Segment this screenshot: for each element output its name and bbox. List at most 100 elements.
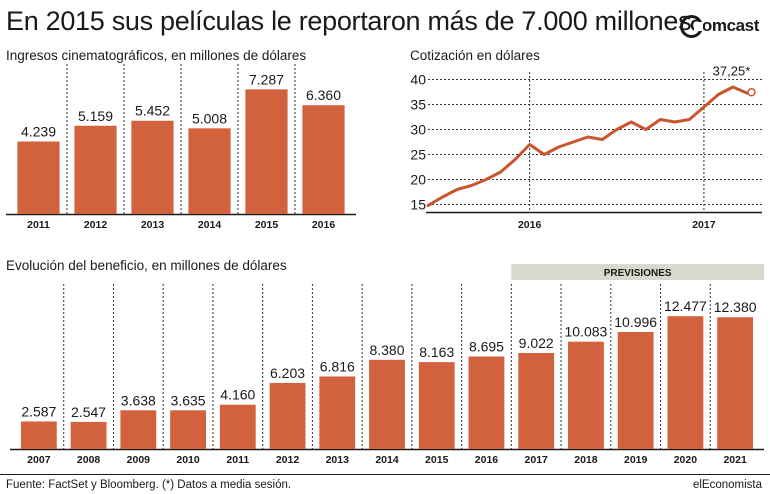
data-point	[688, 118, 691, 121]
data-point	[702, 105, 706, 109]
revenue-chart-title: Ingresos cinematográficos, en millones d…	[6, 48, 307, 63]
bar	[319, 376, 356, 449]
value-label: 7.287	[249, 71, 284, 87]
comcast-logo: Comcast	[680, 12, 759, 40]
data-point	[513, 158, 517, 161]
data-point	[673, 120, 677, 124]
x-tick-label: 2020	[674, 454, 698, 466]
value-label: 10.996	[614, 314, 657, 330]
x-tick-label: 2011	[27, 219, 50, 231]
data-point	[484, 178, 488, 181]
value-label: 8.695	[469, 338, 504, 354]
x-tick-label: 2011	[226, 454, 249, 466]
forecast-band	[511, 264, 764, 280]
x-tick-label: 2010	[176, 454, 200, 466]
x-tick-label: 2015	[425, 454, 449, 466]
data-point	[601, 138, 604, 141]
value-label: 6.360	[306, 87, 341, 103]
value-label: 8.163	[419, 344, 454, 360]
data-point	[455, 188, 459, 191]
bar	[17, 141, 60, 214]
x-tick-label: 2017	[692, 219, 716, 231]
bar	[170, 410, 206, 449]
chart-title: En 2015 sus películas le reportaron más …	[6, 6, 692, 36]
data-point	[586, 135, 589, 139]
bar	[219, 404, 256, 449]
x-tick-label: 2016	[518, 219, 542, 231]
data-point	[717, 93, 720, 96]
bar	[617, 331, 654, 449]
x-tick-label: 2015	[255, 219, 279, 231]
y-tick-label: 35	[410, 97, 426, 113]
last-value-marker	[747, 88, 756, 97]
value-label: 10.083	[565, 324, 608, 340]
value-label: 2.587	[21, 403, 56, 419]
y-tick-label: 25	[410, 147, 426, 163]
bar	[418, 362, 455, 449]
data-point	[426, 204, 430, 207]
x-tick-label: 2016	[312, 219, 336, 231]
bar	[468, 356, 505, 449]
bar	[120, 410, 157, 449]
source-note: Fuente: FactSet y Bloomberg. (*) Datos a…	[6, 479, 292, 491]
bar	[302, 105, 345, 214]
bar	[20, 421, 57, 449]
bar	[518, 352, 555, 449]
data-point	[499, 170, 502, 174]
stock-line-chart: 15 20 25 30 35 40 2016 2017 37,25*	[410, 64, 762, 231]
data-point	[542, 153, 546, 156]
bar	[74, 125, 117, 214]
bar	[568, 341, 604, 449]
bar	[667, 316, 704, 449]
data-point	[659, 118, 662, 121]
x-tick-label: 2012	[84, 219, 108, 231]
data-point	[731, 85, 735, 89]
bar	[70, 421, 107, 449]
x-tick-label: 2019	[624, 454, 648, 466]
value-label: 5.452	[135, 103, 170, 119]
stock-chart-title: Cotización en dólares	[410, 48, 540, 63]
value-label: 8.380	[369, 342, 404, 358]
comcast-logo-icon	[680, 14, 703, 38]
x-tick-label: 2013	[141, 219, 165, 231]
value-label: 4.239	[21, 123, 56, 139]
x-tick-label: 2009	[127, 454, 151, 466]
bar	[269, 382, 306, 449]
x-tick-label: 2008	[77, 454, 101, 466]
x-tick-label: 2017	[525, 454, 549, 466]
value-label: 3.635	[171, 392, 206, 408]
x-tick-label: 2018	[574, 454, 598, 466]
comcast-logo-text: Comcast	[690, 16, 760, 35]
y-tick-label: 30	[410, 122, 426, 138]
x-tick-label: 2013	[326, 454, 350, 466]
x-tick-label: 2012	[276, 454, 300, 466]
data-point	[441, 195, 444, 199]
x-tick-label: 2021	[723, 454, 747, 466]
value-label: 9.022	[519, 335, 554, 351]
data-point	[630, 120, 633, 124]
bar	[369, 359, 405, 449]
value-label: 6.816	[320, 358, 355, 374]
profit-chart-title: Evolución del beneficio, en millones de …	[6, 258, 287, 273]
value-label: 12.380	[714, 299, 757, 315]
publisher-credit: elEconomista	[692, 479, 762, 491]
forecast-label: PREVISIONES	[604, 268, 672, 279]
value-label: 6.203	[270, 365, 305, 381]
data-point	[615, 128, 618, 131]
value-label: 12.477	[664, 298, 707, 314]
data-point	[644, 128, 648, 131]
last-value-annotation: 37,25*	[713, 64, 751, 79]
y-tick-label: 20	[410, 172, 426, 188]
value-label: 3.638	[121, 392, 156, 408]
bar	[131, 120, 174, 214]
x-tick-label: 2016	[475, 454, 499, 466]
data-point	[528, 143, 531, 146]
value-label: 5.159	[78, 108, 113, 124]
bar	[717, 317, 754, 449]
data-point	[557, 145, 560, 149]
x-tick-label: 2014	[375, 454, 399, 466]
profit-bar-chart: PREVISIONES 2.587 2007 2.547 2008 3.638 2009 3.…	[10, 264, 764, 466]
x-tick-label: 2007	[27, 454, 51, 466]
value-label: 2.547	[71, 404, 106, 420]
bar	[188, 128, 231, 214]
